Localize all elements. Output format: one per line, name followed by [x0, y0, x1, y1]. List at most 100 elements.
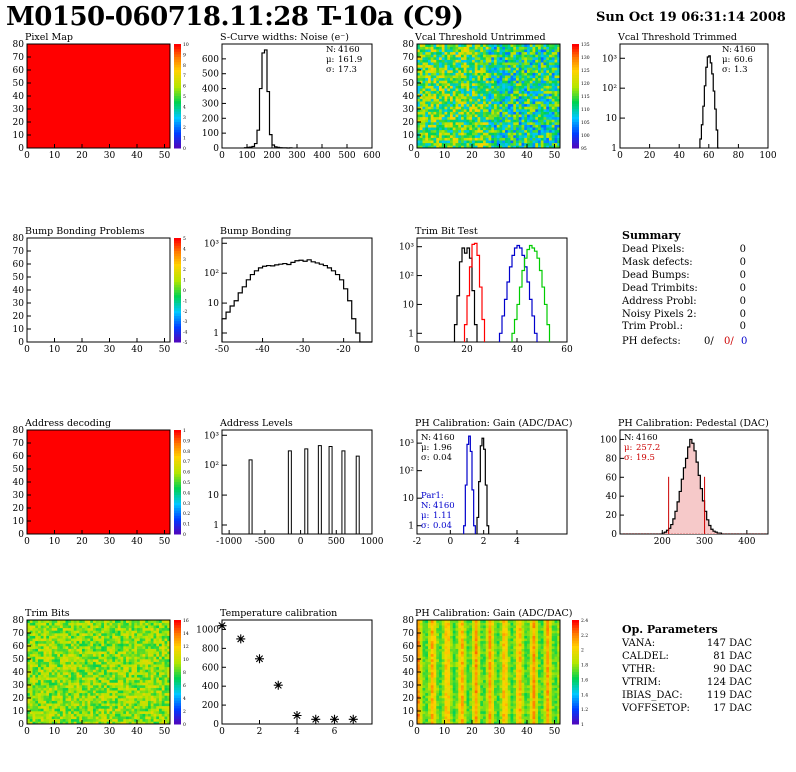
heatmap-cell	[38, 721, 42, 725]
palette-cell	[572, 57, 579, 61]
heatmap-cell	[93, 620, 97, 623]
heatmap-cell	[458, 114, 462, 118]
heatmap-cell	[159, 713, 163, 717]
heatmap-cell	[417, 116, 421, 120]
heatmap-cell	[546, 718, 550, 722]
palette-tick-label: 0.9	[183, 438, 190, 444]
heatmap-cell	[521, 96, 525, 99]
heatmap-cell	[115, 677, 119, 681]
heatmap-cell	[93, 700, 97, 704]
heatmap-cell	[90, 672, 94, 675]
heatmap-cell	[521, 70, 525, 73]
heatmap-cell	[54, 661, 58, 665]
heatmap-cell	[452, 51, 456, 55]
heatmap-cell	[425, 124, 429, 128]
heatmap-cell	[40, 682, 44, 686]
heatmap-cell	[32, 708, 36, 712]
heatmap-cell	[425, 46, 429, 50]
heatmap-cell	[510, 64, 514, 68]
heatmap-cell	[510, 62, 514, 66]
heatmap-cell	[439, 716, 443, 720]
heatmap-cell	[137, 687, 141, 691]
heatmap-cell	[491, 54, 495, 58]
heatmap-cell	[167, 638, 171, 642]
palette-cell	[174, 458, 181, 462]
heatmap-cell	[51, 659, 55, 662]
heatmap-cell	[79, 718, 83, 722]
palette-cell	[174, 46, 181, 50]
heatmap-cell	[510, 77, 514, 81]
heatmap-cell	[120, 635, 124, 639]
heatmap-cell	[488, 64, 492, 68]
heatmap-cell	[115, 666, 119, 670]
heatmap-cell	[502, 132, 506, 136]
heatmap-cell	[35, 690, 39, 694]
heatmap-cell	[463, 124, 467, 128]
y-tick-label: 20	[13, 118, 25, 128]
heatmap-cell	[439, 93, 443, 97]
palette-cell	[174, 258, 181, 262]
heatmap-cell	[156, 687, 160, 691]
heatmap-cell	[554, 83, 558, 86]
heatmap-cell	[543, 96, 547, 99]
heatmap-cell	[472, 67, 476, 71]
heatmap-cell	[139, 695, 143, 699]
heatmap-cell	[32, 627, 36, 631]
heatmap-cell	[472, 83, 476, 86]
y-tick-label: 500	[202, 70, 219, 80]
heatmap-cell	[546, 57, 550, 60]
heatmap-cell	[474, 67, 478, 71]
heatmap-cell	[123, 648, 127, 652]
palette-cell	[174, 310, 181, 314]
heatmap-cell	[494, 129, 498, 133]
heatmap-cell	[101, 638, 105, 642]
heatmap-cell	[518, 145, 522, 149]
heatmap-cell	[40, 651, 44, 655]
heatmap-cell	[499, 142, 503, 146]
heatmap-cell	[455, 721, 459, 725]
heatmap-cell	[433, 59, 437, 63]
heatmap-cell	[422, 721, 426, 725]
palette-cell	[174, 687, 181, 691]
palette-cell	[174, 142, 181, 146]
heatmap-cell	[450, 124, 454, 128]
heatmap-cell	[535, 142, 539, 146]
palette-cell	[174, 716, 181, 720]
heatmap-cell	[527, 62, 531, 66]
heatmap-cell	[137, 666, 141, 670]
heatmap-cell	[139, 635, 143, 639]
heatmap-cell	[463, 88, 467, 92]
heatmap-cell	[43, 653, 47, 657]
heatmap-cell	[425, 106, 429, 110]
heatmap-cell	[38, 627, 42, 631]
heatmap-cell	[488, 70, 492, 73]
heatmap-cell	[472, 88, 476, 92]
heatmap-cell	[538, 140, 542, 144]
heatmap-cell	[115, 695, 119, 699]
heatmap-cell	[95, 640, 99, 644]
palette-cell	[174, 318, 181, 322]
heatmap-cell	[466, 122, 470, 125]
heatmap-cell	[87, 716, 91, 720]
heatmap-cell	[491, 716, 495, 720]
heatmap-cell	[156, 721, 160, 725]
heatmap-cell	[516, 98, 520, 102]
heatmap-cell	[156, 700, 160, 704]
heatmap-cell	[123, 651, 127, 655]
heatmap-cell	[120, 716, 124, 720]
heatmap-cell	[142, 648, 146, 652]
heatmap-cell	[546, 127, 550, 131]
heatmap-cell	[485, 718, 489, 722]
heatmap-cell	[106, 705, 110, 709]
heatmap-cell	[518, 93, 522, 97]
heatmap-cell	[161, 721, 165, 725]
heatmap-cell	[543, 75, 547, 79]
heatmap-cell	[502, 59, 506, 63]
heatmap-cell	[32, 643, 36, 647]
heatmap-cell	[38, 664, 42, 668]
heatmap-cell	[441, 137, 445, 141]
heatmap-cell	[159, 708, 163, 712]
palette-cell	[174, 669, 181, 673]
heatmap-cell	[46, 698, 50, 701]
heatmap-cell	[518, 96, 522, 99]
